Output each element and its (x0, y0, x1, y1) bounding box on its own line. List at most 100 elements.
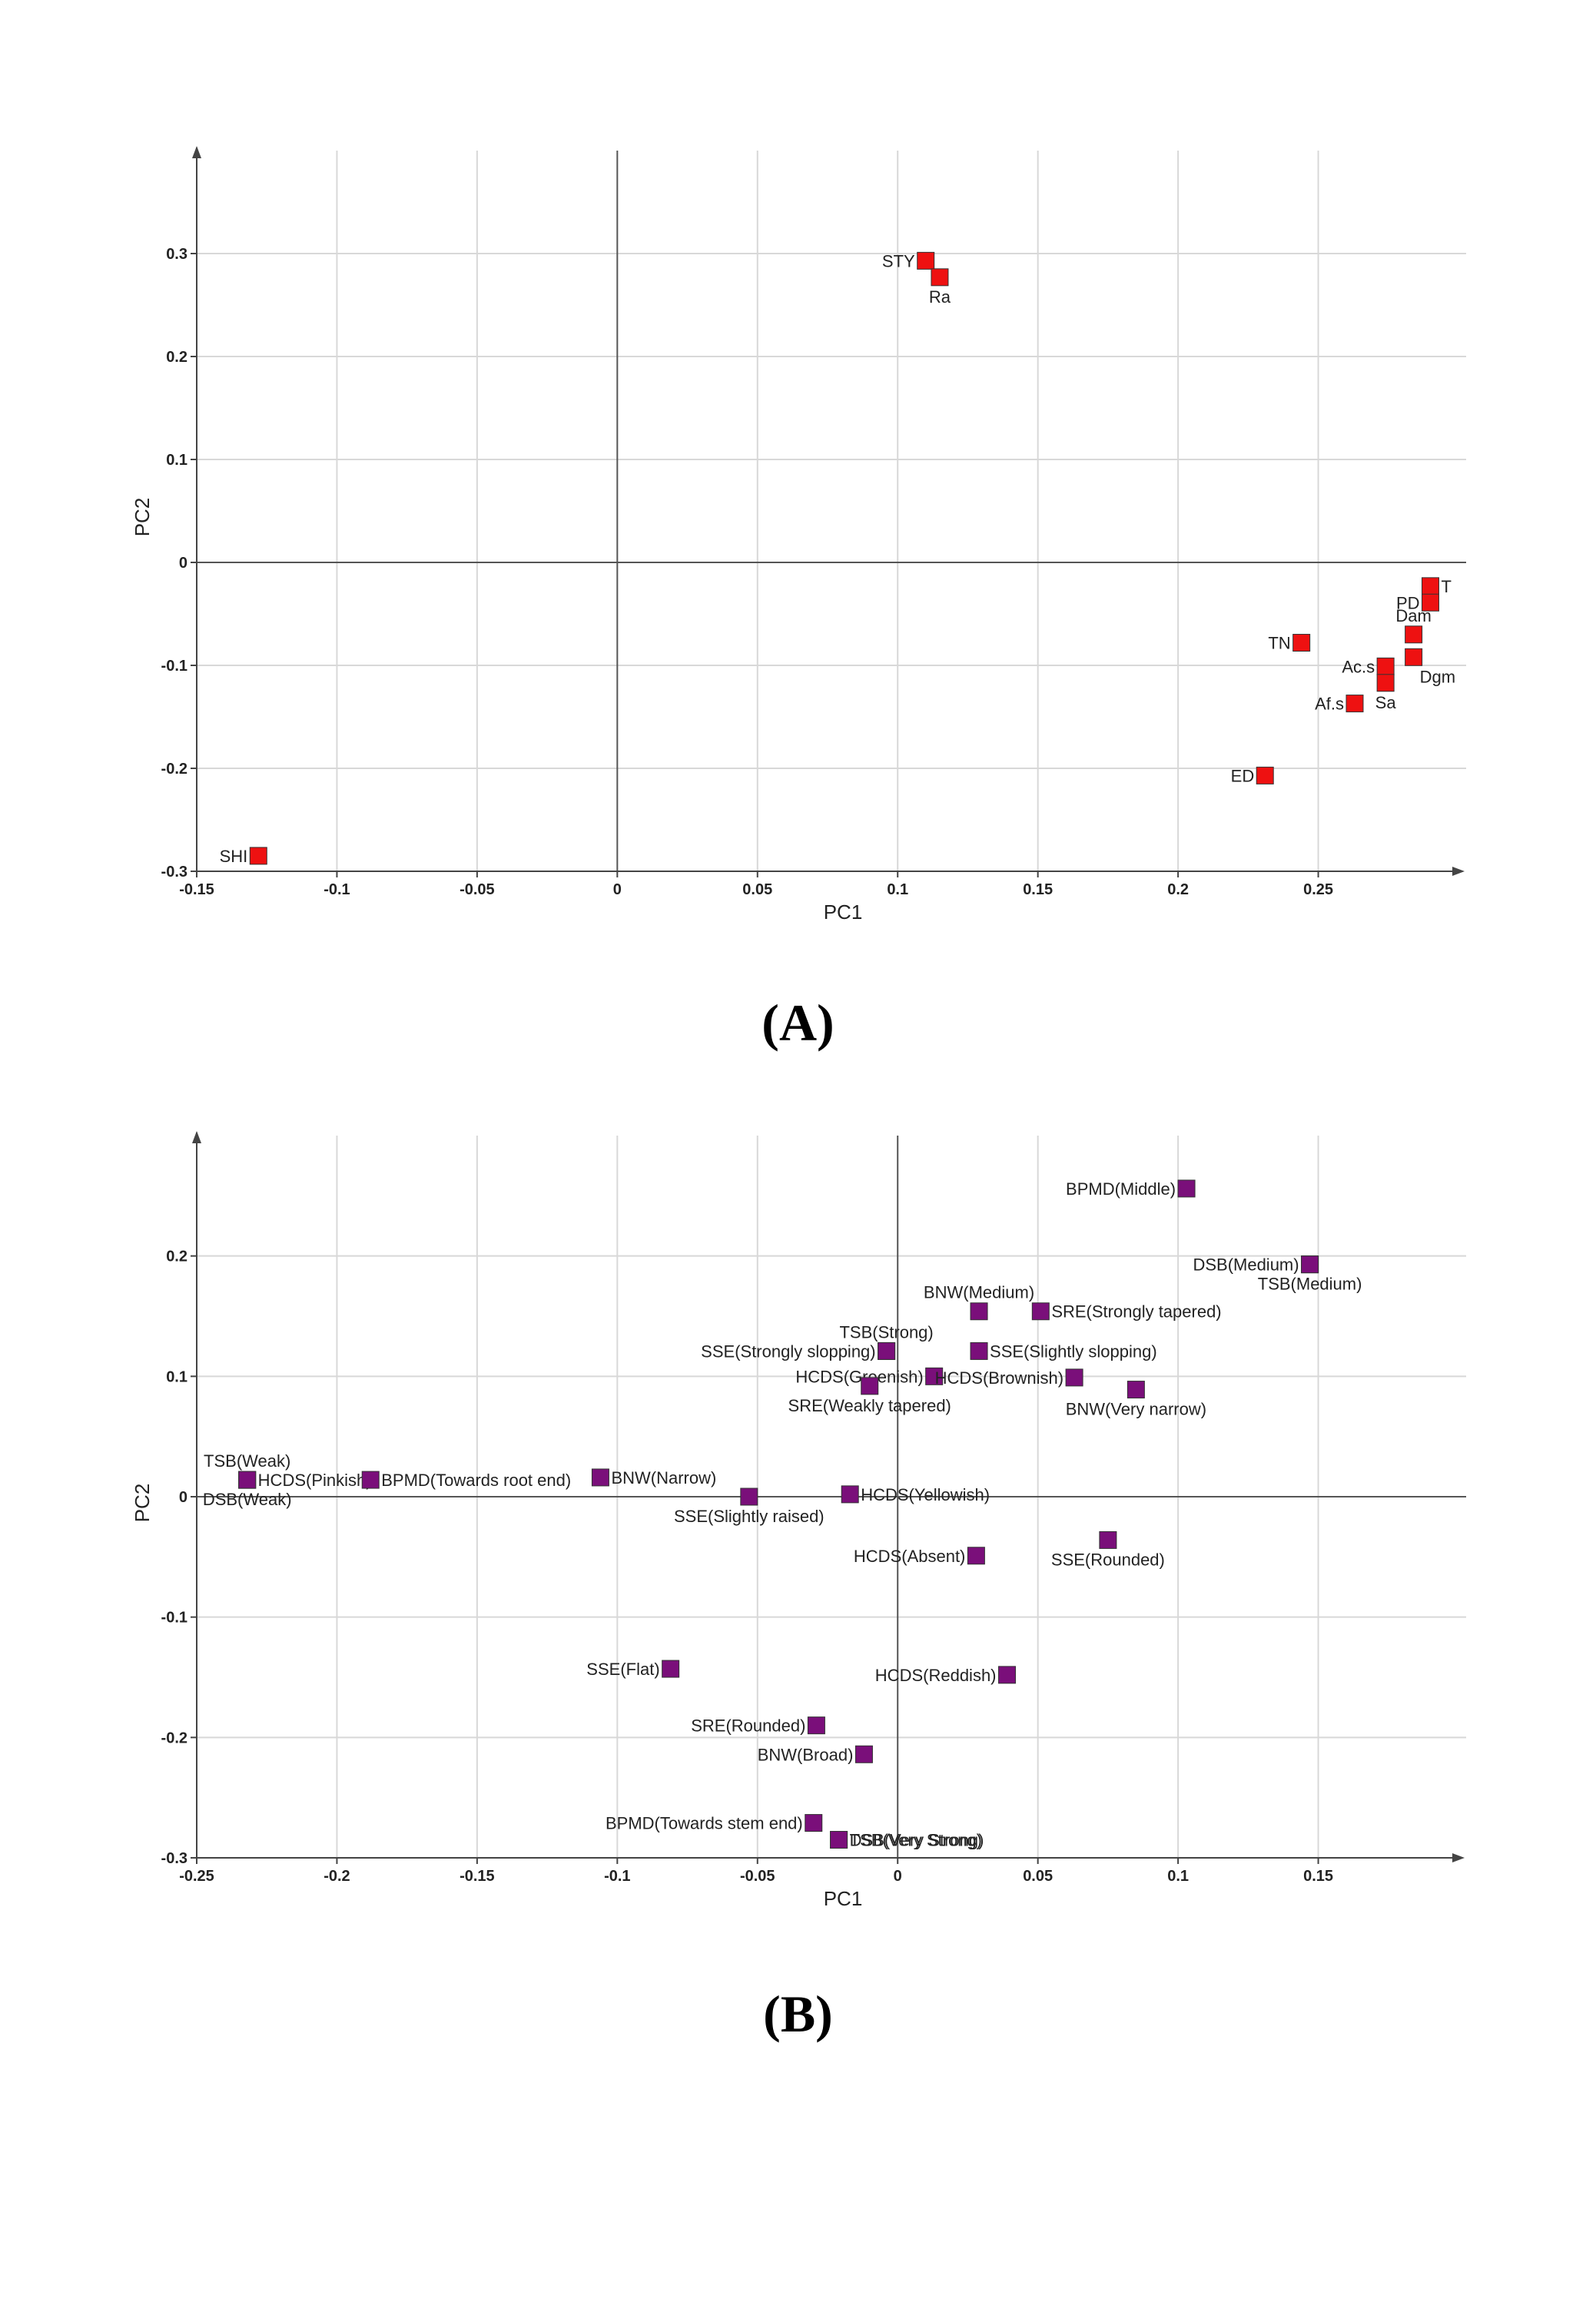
chart1-x-tick-label: 0.25 (1303, 881, 1333, 898)
chart1-y-tick-label: 0.3 (166, 246, 187, 263)
chart2-y-tick-label: 0.1 (166, 1368, 187, 1385)
chart2-point-label: SSE(Strongly slopping) (701, 1342, 875, 1361)
chart2-y-tick-label: -0.3 (161, 1850, 187, 1867)
chart1-point-marker (249, 847, 267, 865)
chart2-point-marker (238, 1471, 257, 1489)
chart1-y-axis-arrow (192, 146, 201, 158)
chart2-point-label: BNW(Medium) (924, 1283, 1034, 1302)
chart2-point-marker (841, 1485, 859, 1504)
chart2-point-marker (998, 1666, 1017, 1684)
chart2-point-label: SRE(Rounded) (691, 1716, 805, 1736)
chart1-point-label: TN (1268, 634, 1290, 653)
chart1-point-marker (1256, 766, 1274, 784)
chart1-point-label: STY (882, 251, 915, 270)
chart1-point-label: T (1442, 577, 1452, 596)
chart1-x-tick-label: 0.2 (1167, 881, 1189, 898)
chart2-point-marker (591, 1468, 609, 1487)
chart2-point-label: HCDS(Yellowish) (861, 1485, 990, 1504)
chart1-x-axis-title: PC1 (824, 900, 863, 924)
chart2-x-axis-arrow (1452, 1853, 1465, 1862)
chart2-point-marker (1126, 1381, 1145, 1399)
chart1-point-marker (1376, 657, 1395, 675)
chart1-x-tick-label: 0 (613, 881, 622, 898)
chart1-point-marker (1292, 634, 1311, 652)
chart2-point-label: DSB(Medium) (1193, 1255, 1299, 1275)
chart2-point-label: BPMD(Middle) (1066, 1179, 1176, 1199)
chart1-point-marker (1345, 695, 1364, 713)
chart1-point-label: SHI (220, 847, 248, 866)
chart2-point-label: SSE(Flat) (586, 1660, 659, 1679)
chart2-y-axis-arrow (192, 1131, 201, 1143)
chart2-point-marker (878, 1342, 896, 1360)
chart2-point-label: HCDS(Brownish) (935, 1368, 1063, 1388)
chart2-point-label: TSB(Very Strong) (850, 1831, 982, 1850)
chart2-point-marker (1031, 1302, 1050, 1321)
chart2-point-marker (1099, 1531, 1117, 1549)
chart1-point-marker (1376, 674, 1395, 692)
chart2-x-tick-label: -0.2 (324, 1868, 350, 1885)
chart2-point-label: SRE(Strongly tapered) (1051, 1302, 1221, 1322)
chart2-point-marker (925, 1367, 944, 1385)
chart1-point-label: Dgm (1420, 667, 1455, 686)
chart2-point-label: BNW(Very narrow) (1066, 1400, 1206, 1419)
chart2-point-label: HCDS(Reddish) (875, 1666, 997, 1685)
chart2-point-marker (967, 1547, 985, 1565)
chart2-point-label: HCDS(Greenish) (795, 1367, 923, 1386)
chart2-x-tick-label: -0.1 (604, 1868, 630, 1885)
chart2-x-tick-label: -0.15 (460, 1868, 495, 1885)
chart2-point-label: DSB(Very Strong) (850, 1831, 984, 1850)
chart1-y-axis-title: PC2 (131, 498, 154, 537)
chart1-point-marker (1422, 577, 1440, 595)
chart2-y-axis-title: PC2 (131, 1484, 154, 1523)
chart2-point-label: DSB(Weak) (203, 1490, 292, 1509)
chart1-point-label: PD (1396, 593, 1420, 612)
chart2-point-label: TSB(Weak) (204, 1451, 290, 1471)
chart2-point-marker (805, 1814, 823, 1832)
chart2-y-tick-label: 0.2 (166, 1249, 187, 1265)
panel-label-b: (B) (763, 1985, 833, 2043)
chart1-point-label: Sa (1375, 693, 1397, 712)
chart2-point-label: SSE(Slightly raised) (674, 1507, 825, 1526)
chart2-point-label: HCDS(Absent) (854, 1547, 965, 1566)
chart2-y-tick-label: -0.1 (161, 1610, 187, 1627)
chart2-point-label: BNW(Narrow) (611, 1468, 716, 1487)
chart2-x-tick-label: -0.05 (740, 1868, 775, 1885)
chart2-point-label: TSB(Medium) (1258, 1275, 1362, 1294)
chart2-point-marker (830, 1831, 848, 1849)
chart2-point-marker (970, 1342, 988, 1360)
chart1-y-tick-label: 0.2 (166, 349, 187, 366)
chart2-x-axis-title: PC1 (824, 1887, 863, 1910)
chart1-y-tick-label: -0.1 (161, 658, 187, 675)
chart2-x-tick-label: 0.15 (1303, 1868, 1333, 1885)
chart1-x-tick-label: -0.05 (460, 881, 495, 898)
chart2-point-label: SSE(Rounded) (1051, 1550, 1165, 1569)
chart1-x-tick-label: 0.1 (887, 881, 908, 898)
chart1-y-tick-label: -0.2 (161, 761, 187, 778)
chart1-point-marker (1405, 625, 1423, 644)
chart2-point-label: BNW(Broad) (758, 1745, 854, 1764)
chart2-point-label: TSB(Strong) (839, 1322, 933, 1342)
panel-label-a: (A) (762, 993, 834, 1052)
chart1-point-label: ED (1231, 766, 1255, 785)
chart2-point-marker (662, 1660, 680, 1678)
chart2-x-tick-label: 0.1 (1167, 1868, 1189, 1885)
chart2-point-marker (361, 1471, 380, 1489)
chart2-y-tick-label: -0.2 (161, 1730, 187, 1746)
chart2-point-label: SSE(Slightly slopping) (990, 1342, 1157, 1361)
chart2-point-marker (1177, 1179, 1196, 1198)
chart1-y-tick-label: 0 (179, 555, 187, 572)
chart1-point-label: Ra (929, 287, 951, 307)
chart2-point-marker (1301, 1255, 1319, 1274)
chart1-x-tick-label: 0.15 (1023, 881, 1053, 898)
chart1-y-tick-label: 0.1 (166, 452, 187, 469)
chart1-x-tick-label: 0.05 (742, 881, 772, 898)
chart2-x-tick-label: -0.25 (179, 1868, 214, 1885)
chart2-point-label: BPMD(Towards stem end) (606, 1814, 803, 1833)
chart1-x-axis-arrow (1452, 867, 1465, 876)
chart2-point-label: SRE(Weakly tapered) (788, 1396, 951, 1415)
chart2-point-marker (807, 1716, 825, 1735)
chart1-point-label: Dam (1395, 606, 1431, 625)
chart1-point-marker (917, 251, 935, 270)
chart1-y-tick-label: -0.3 (161, 864, 187, 881)
chart2-point-marker (1065, 1368, 1083, 1387)
